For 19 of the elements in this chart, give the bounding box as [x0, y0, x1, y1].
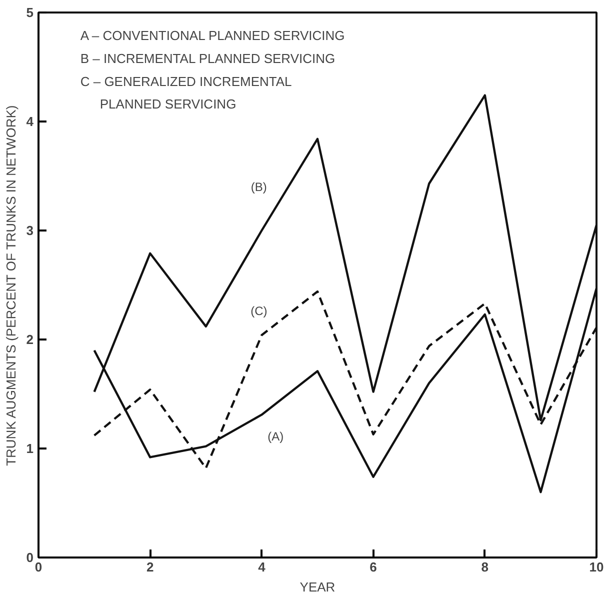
- series-label: (A): [268, 430, 284, 444]
- y-tick-label: 0: [26, 550, 34, 565]
- y-tick-label: 2: [26, 332, 34, 347]
- y-tick-label: 3: [26, 223, 34, 238]
- y-tick-label: 4: [26, 114, 34, 129]
- annotation: C – GENERALIZED INCREMENTAL PLANNED SERVICING: [80, 74, 292, 112]
- y-tick-label: 5: [26, 5, 34, 20]
- annotation: A – CONVENTIONAL PLANNED SERVICING: [80, 28, 345, 44]
- x-axis-title: YEAR: [300, 580, 336, 594]
- x-tick-label: 8: [481, 560, 489, 574]
- series-label: (C): [250, 304, 268, 318]
- x-tick-label: 4: [258, 560, 266, 574]
- y-axis-title: TRUNK AUGMENTS (PERCENT OF TRUNKS IN NETWORK): [3, 105, 18, 466]
- y-tick-label: 1: [26, 441, 34, 456]
- x-tick-label: 6: [370, 560, 377, 574]
- x-tick-label: 2: [146, 560, 154, 574]
- series-label: (B): [250, 180, 267, 194]
- annotation: B – INCREMENTAL PLANNED SERVICING: [80, 50, 336, 66]
- x-tick-label: 10: [589, 560, 604, 574]
